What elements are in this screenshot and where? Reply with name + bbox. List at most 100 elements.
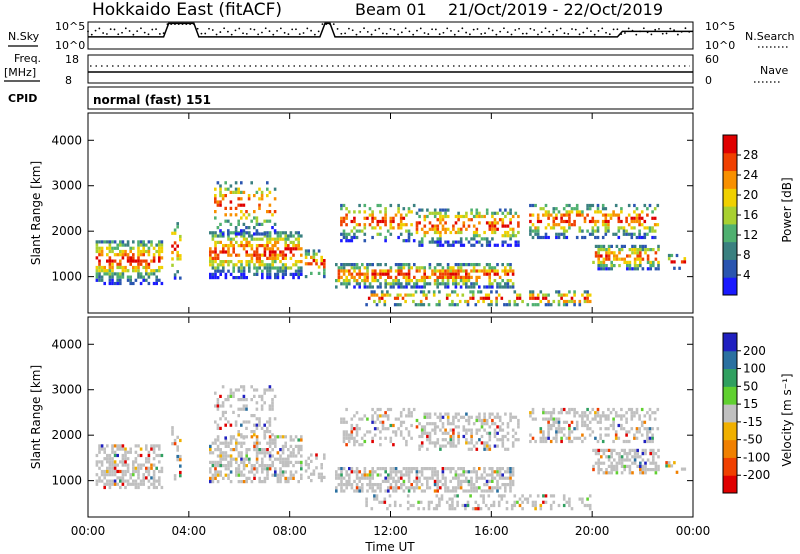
heatmap-cell xyxy=(137,259,140,263)
heatmap-cell xyxy=(345,275,348,279)
heatmap-cell xyxy=(534,296,537,300)
heatmap-cell xyxy=(516,303,519,307)
heatmap-cell xyxy=(103,269,106,273)
heatmap-cell xyxy=(620,461,624,465)
heatmap-cell xyxy=(214,240,217,244)
heatmap-cell xyxy=(224,206,227,210)
heatmap-cell xyxy=(229,394,233,398)
heatmap-cell xyxy=(155,269,158,273)
heatmap-cell xyxy=(439,230,442,235)
heatmap-cell xyxy=(635,407,639,412)
heatmap-cell xyxy=(95,463,99,467)
heatmap-cell xyxy=(371,407,374,412)
heatmap-cell xyxy=(436,282,439,286)
heatmap-cell xyxy=(470,489,473,493)
heatmap-cell xyxy=(453,303,457,307)
heatmap-cell xyxy=(111,457,114,461)
heatmap-cell xyxy=(304,463,308,467)
heatmap-cell xyxy=(260,426,264,430)
noise-dot xyxy=(279,27,282,30)
heatmap-cell xyxy=(536,494,540,498)
heatmap-cell xyxy=(111,278,114,282)
heatmap-cell xyxy=(279,231,282,235)
heatmap-cell xyxy=(639,254,642,258)
heatmap-cell xyxy=(643,232,647,236)
heatmap-cell xyxy=(565,210,569,214)
heatmap-cell xyxy=(441,243,445,247)
heatmap-cell xyxy=(342,235,346,240)
heatmap-cell xyxy=(581,411,584,415)
heatmap-cell xyxy=(255,448,259,452)
heatmap-cell xyxy=(490,299,493,304)
heatmap-cell xyxy=(423,428,427,432)
heatmap-cell xyxy=(255,435,259,439)
heatmap-cell xyxy=(137,269,140,273)
heatmap-cell xyxy=(124,453,127,458)
heatmap-cell xyxy=(371,263,374,267)
heatmap-cell xyxy=(255,219,259,223)
heatmap-cell xyxy=(366,216,369,220)
heatmap-cell xyxy=(465,441,468,445)
heatmap-cell xyxy=(433,269,437,273)
heatmap-cell xyxy=(121,444,125,448)
heatmap-cell xyxy=(116,253,119,257)
heatmap-cell xyxy=(384,479,387,483)
heatmap-cell xyxy=(493,224,497,228)
heatmap-cell xyxy=(547,303,550,307)
heatmap-cell xyxy=(423,415,427,419)
heatmap-cell xyxy=(506,282,510,286)
heatmap-cell xyxy=(496,444,499,448)
heatmap-cell xyxy=(623,464,626,468)
heatmap-cell xyxy=(547,423,550,428)
heatmap-cell xyxy=(399,232,403,236)
heatmap-cell xyxy=(492,503,496,508)
noise-dot xyxy=(147,33,150,36)
heatmap-cell xyxy=(601,207,605,211)
heatmap-cell xyxy=(397,223,400,227)
heatmap-cell xyxy=(622,226,626,230)
heatmap-cell xyxy=(544,210,548,214)
heatmap-cell xyxy=(292,234,295,238)
heatmap-cell xyxy=(623,468,626,472)
heatmap-cell xyxy=(268,417,272,421)
heatmap-cell xyxy=(640,223,644,227)
heatmap-cell xyxy=(232,410,235,414)
heatmap-cell xyxy=(121,460,125,464)
heatmap-cell xyxy=(444,479,447,483)
heatmap-cell xyxy=(462,214,466,219)
heatmap-cell xyxy=(557,293,561,297)
heatmap-cell xyxy=(152,444,156,448)
heatmap-cell xyxy=(517,438,520,442)
heatmap-cell xyxy=(268,423,272,427)
heatmap-cell xyxy=(488,224,492,228)
colorbar-tick-label: 4 xyxy=(743,268,751,282)
heatmap-cell xyxy=(484,503,488,508)
heatmap-cell xyxy=(657,244,660,248)
heatmap-cell xyxy=(147,485,151,490)
heatmap-cell xyxy=(575,235,579,240)
heatmap-cell xyxy=(294,244,298,248)
heatmap-cell xyxy=(268,231,272,235)
heatmap-cell xyxy=(501,285,504,289)
heatmap-cell xyxy=(420,240,424,244)
heatmap-cell xyxy=(389,436,393,440)
heatmap-cell xyxy=(552,423,556,428)
heatmap-cell xyxy=(496,431,499,435)
heatmap-cell xyxy=(260,222,264,226)
heatmap-cell xyxy=(389,483,393,487)
heatmap-cell xyxy=(439,412,442,416)
heatmap-cell xyxy=(633,244,637,248)
heatmap-cell xyxy=(266,219,269,223)
heatmap-cell xyxy=(281,263,285,267)
heatmap-cell xyxy=(289,250,293,254)
heatmap-cell xyxy=(446,266,450,270)
heatmap-cell xyxy=(469,290,472,294)
heatmap-cell xyxy=(570,439,574,444)
heatmap-cell xyxy=(392,470,395,474)
heatmap-cell xyxy=(612,427,615,431)
heatmap-cell xyxy=(350,275,354,279)
heatmap-cell xyxy=(355,423,359,428)
heatmap-cell xyxy=(620,427,623,431)
xtick-label: 20:00 xyxy=(575,524,610,538)
heatmap-cell xyxy=(253,263,256,267)
